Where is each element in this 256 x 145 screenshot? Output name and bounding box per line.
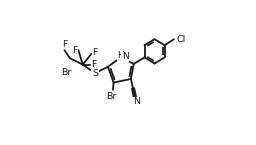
- Text: S: S: [92, 69, 98, 78]
- Text: Br: Br: [106, 92, 117, 101]
- Text: N: N: [122, 52, 129, 61]
- Text: H: H: [117, 51, 123, 60]
- Text: F: F: [62, 40, 67, 49]
- Text: F: F: [91, 60, 97, 69]
- Text: N: N: [133, 97, 140, 106]
- Text: Cl: Cl: [177, 35, 186, 44]
- Text: F: F: [72, 46, 77, 55]
- Text: Br: Br: [61, 68, 72, 77]
- Text: F: F: [92, 48, 98, 57]
